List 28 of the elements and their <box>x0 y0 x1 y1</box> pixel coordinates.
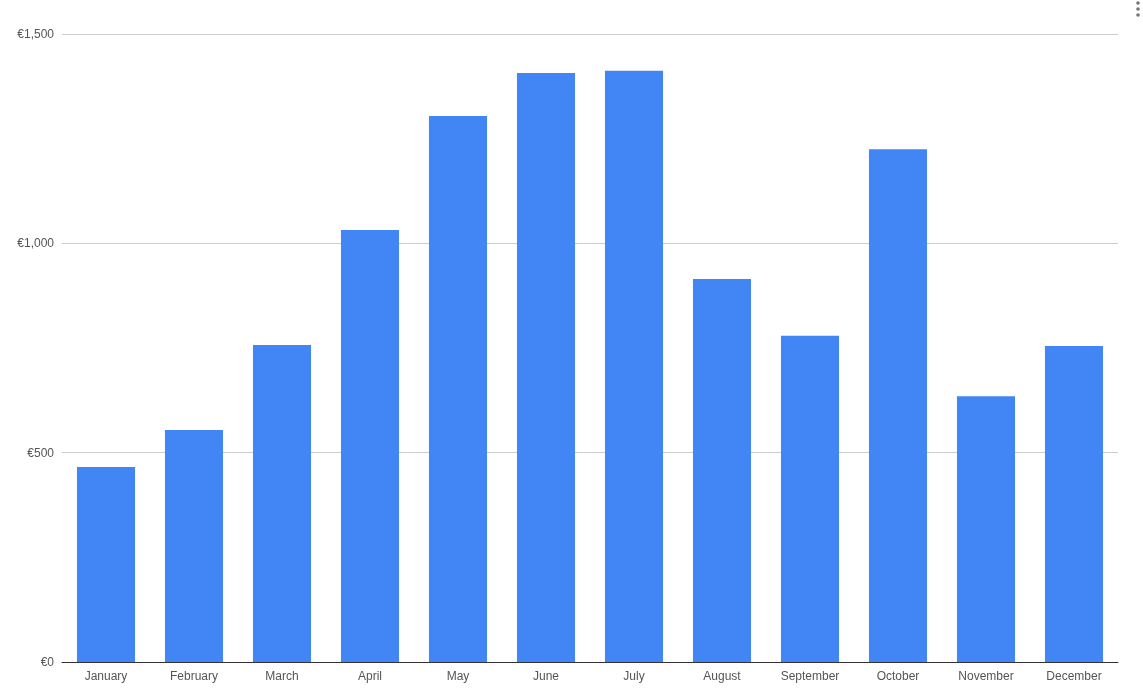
x-tick-label: April <box>357 669 383 683</box>
bar <box>868 149 928 662</box>
y-tick-label: €0 <box>40 655 55 669</box>
x-tick-label: January <box>84 669 128 683</box>
x-tick-label: December <box>1046 669 1102 683</box>
x-tick-label: September <box>780 669 840 683</box>
y-tick-label: €500 <box>27 445 55 460</box>
x-tick-label: May <box>446 669 470 683</box>
x-tick-label: June <box>532 669 560 683</box>
bar <box>516 72 576 662</box>
x-tick-label: July <box>623 669 645 683</box>
bar <box>76 466 136 662</box>
x-tick-label: August <box>703 669 742 683</box>
bar <box>340 229 400 662</box>
x-tick-label: February <box>169 669 219 683</box>
bar <box>692 278 752 662</box>
bar <box>780 335 840 662</box>
x-tick-label: March <box>265 669 299 683</box>
y-tick-label: €1,500 <box>17 27 55 41</box>
bar <box>428 116 488 662</box>
bar <box>252 345 312 662</box>
bar <box>604 70 664 662</box>
y-tick-label: €1,000 <box>17 236 55 251</box>
x-tick-label: October <box>876 669 920 683</box>
x-tick-label: November <box>958 669 1014 683</box>
bar <box>1044 345 1104 662</box>
bar <box>164 430 224 662</box>
bar <box>956 396 1016 662</box>
